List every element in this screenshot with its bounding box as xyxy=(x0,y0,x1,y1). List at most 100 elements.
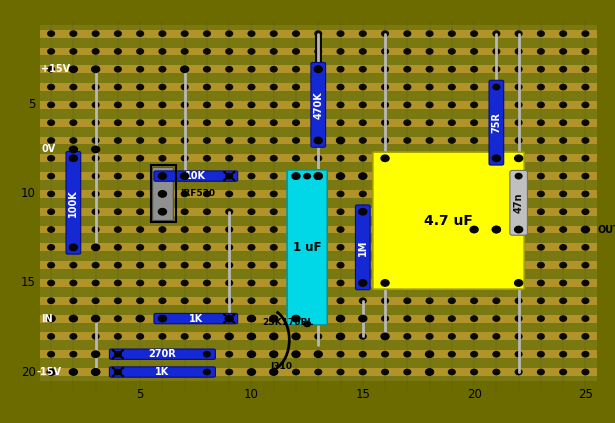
Circle shape xyxy=(493,316,500,321)
Circle shape xyxy=(582,209,589,214)
Circle shape xyxy=(538,102,544,107)
Circle shape xyxy=(404,263,411,268)
Circle shape xyxy=(137,66,143,72)
Circle shape xyxy=(226,244,232,250)
Circle shape xyxy=(315,84,322,90)
Circle shape xyxy=(204,209,210,214)
Circle shape xyxy=(204,352,210,357)
Circle shape xyxy=(359,102,366,107)
Circle shape xyxy=(293,280,300,286)
Circle shape xyxy=(582,156,589,161)
Circle shape xyxy=(515,209,522,214)
Circle shape xyxy=(515,31,522,36)
Circle shape xyxy=(448,352,455,357)
Circle shape xyxy=(70,173,77,179)
Circle shape xyxy=(248,227,255,232)
Circle shape xyxy=(271,173,277,179)
Circle shape xyxy=(181,84,188,90)
Circle shape xyxy=(560,84,566,90)
Circle shape xyxy=(337,173,344,179)
Circle shape xyxy=(159,316,166,321)
Circle shape xyxy=(359,191,366,197)
Circle shape xyxy=(181,352,188,357)
Circle shape xyxy=(226,84,232,90)
Circle shape xyxy=(359,84,366,90)
Circle shape xyxy=(337,191,344,197)
Circle shape xyxy=(359,316,367,322)
Circle shape xyxy=(47,316,55,322)
Circle shape xyxy=(137,334,143,339)
Circle shape xyxy=(271,66,277,72)
Circle shape xyxy=(493,263,500,268)
Circle shape xyxy=(271,298,277,303)
Circle shape xyxy=(247,351,255,357)
Text: 15: 15 xyxy=(355,388,370,401)
Circle shape xyxy=(293,334,300,339)
Text: OUT: OUT xyxy=(598,225,615,234)
Circle shape xyxy=(271,102,277,107)
Circle shape xyxy=(271,244,277,250)
Circle shape xyxy=(382,120,389,125)
Circle shape xyxy=(293,156,300,161)
Circle shape xyxy=(515,173,522,179)
Circle shape xyxy=(204,102,210,107)
Circle shape xyxy=(48,244,55,250)
Circle shape xyxy=(448,316,455,321)
Circle shape xyxy=(293,209,300,214)
Circle shape xyxy=(337,84,344,90)
Circle shape xyxy=(181,369,188,375)
Circle shape xyxy=(159,173,166,179)
Circle shape xyxy=(560,138,566,143)
Circle shape xyxy=(48,280,55,286)
Circle shape xyxy=(70,120,77,125)
Circle shape xyxy=(270,316,278,322)
Circle shape xyxy=(470,227,477,232)
Circle shape xyxy=(470,66,477,72)
Circle shape xyxy=(314,351,322,357)
Circle shape xyxy=(404,102,411,107)
Circle shape xyxy=(448,49,455,54)
Circle shape xyxy=(204,120,210,125)
Circle shape xyxy=(337,49,344,54)
Circle shape xyxy=(382,263,389,268)
Circle shape xyxy=(426,263,433,268)
Circle shape xyxy=(560,227,566,232)
Circle shape xyxy=(538,156,544,161)
Circle shape xyxy=(226,316,232,321)
FancyBboxPatch shape xyxy=(154,171,237,181)
Text: 270R: 270R xyxy=(149,349,177,359)
Bar xyxy=(151,165,176,222)
Circle shape xyxy=(426,334,433,339)
Circle shape xyxy=(315,138,322,143)
Text: 47n: 47n xyxy=(514,192,523,213)
Circle shape xyxy=(538,227,544,232)
Circle shape xyxy=(159,263,166,268)
Circle shape xyxy=(70,191,77,197)
Circle shape xyxy=(137,191,143,197)
Circle shape xyxy=(226,173,232,179)
Circle shape xyxy=(293,227,300,232)
Circle shape xyxy=(292,333,300,340)
Circle shape xyxy=(515,334,522,339)
Circle shape xyxy=(426,298,433,303)
Circle shape xyxy=(248,191,255,197)
Circle shape xyxy=(538,66,544,72)
Circle shape xyxy=(92,102,99,107)
Circle shape xyxy=(470,244,477,250)
Circle shape xyxy=(181,173,189,179)
Circle shape xyxy=(114,156,121,161)
Circle shape xyxy=(382,173,389,179)
Circle shape xyxy=(304,321,311,327)
Circle shape xyxy=(515,227,522,232)
Circle shape xyxy=(226,316,232,321)
Circle shape xyxy=(493,138,500,143)
Circle shape xyxy=(204,31,210,36)
Circle shape xyxy=(515,226,523,233)
Circle shape xyxy=(315,66,322,72)
Circle shape xyxy=(181,209,188,214)
Bar xyxy=(40,47,597,55)
Circle shape xyxy=(359,369,366,375)
Circle shape xyxy=(204,369,210,375)
Circle shape xyxy=(247,369,255,375)
Circle shape xyxy=(92,369,99,375)
